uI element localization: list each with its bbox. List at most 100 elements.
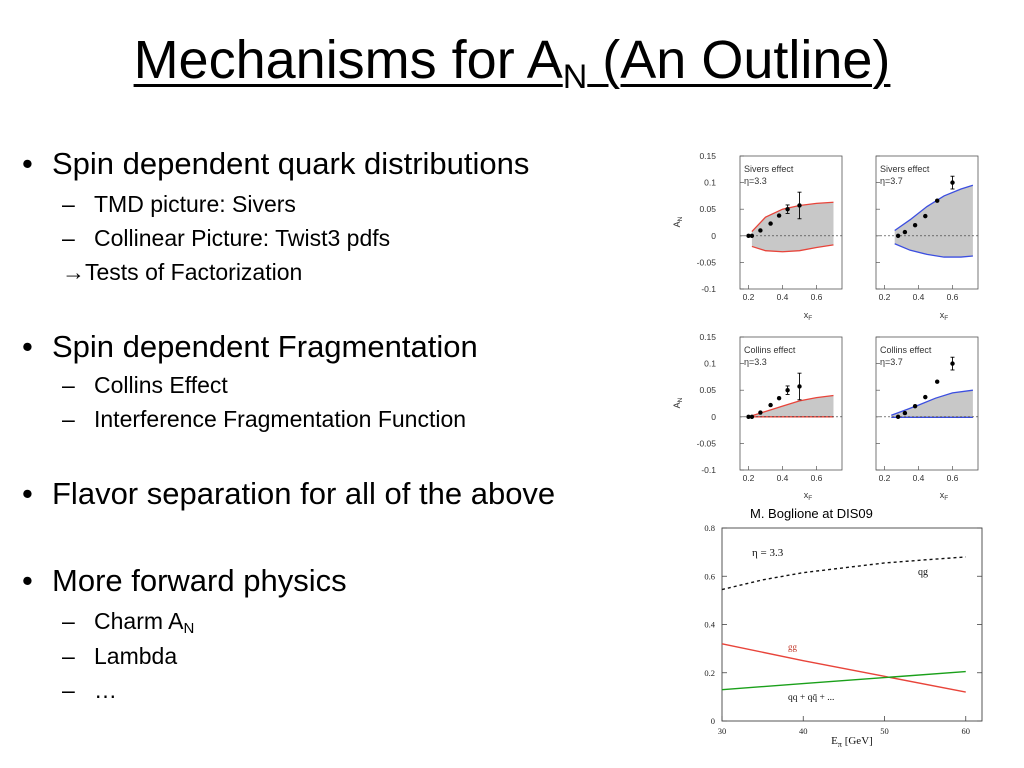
x-tick-label: 0.2 [879, 292, 891, 302]
y-tick-label: 0.8 [704, 523, 715, 533]
sub-bullet-item: – Collins Effect [62, 371, 228, 399]
series-label: gg [788, 642, 798, 652]
data-point [797, 384, 802, 389]
data-point [746, 414, 751, 419]
data-point [776, 395, 782, 401]
y-tick-label: 0.6 [704, 571, 715, 581]
series-label: qg [918, 567, 928, 578]
data-point [912, 222, 918, 228]
data-point [902, 410, 908, 416]
band-fill [894, 185, 973, 258]
x-axis-label-unit: [GeV] [842, 735, 873, 747]
dash-mark: – [62, 372, 75, 398]
dash-mark: – [62, 643, 75, 669]
bullet-dot: • [22, 563, 33, 598]
dash-mark: – [62, 677, 75, 703]
sub-bullet-item: – Interference Fragmentation Function [62, 405, 466, 433]
line-chart: 0 0.2 0.4 0.6 0.8 30 40 50 60 qg gg qq + qq̄ + ... η… [704, 523, 983, 749]
data-point [895, 233, 901, 238]
dash-mark: – [62, 406, 75, 432]
bullet-item: • Spin dependent Fragmentation [22, 329, 478, 365]
charm-subscript: N [183, 620, 195, 637]
arrow-text: Tests of Factorization [85, 259, 303, 285]
data-point [749, 233, 755, 238]
data-point [935, 198, 940, 203]
bullet-item: • More forward physics [22, 563, 347, 599]
panel-title: Sivers effect [880, 164, 930, 174]
y-tick-label: -0.05 [697, 438, 717, 448]
dash-mark: – [62, 608, 75, 634]
chart-annotation: η = 3.3 [752, 547, 784, 559]
arrow-icon: → [62, 259, 85, 285]
y-tick-label: 0.15 [699, 332, 716, 342]
x-tick-label: 30 [718, 726, 727, 736]
y-tick-label: 0.15 [699, 151, 716, 161]
dash-mark: – [62, 225, 75, 251]
data-point [923, 213, 928, 219]
data-point [935, 379, 940, 384]
sub-bullet-text: Collins Effect [94, 372, 228, 398]
data-point [758, 410, 763, 415]
y-tick-label: 0.2 [704, 668, 715, 678]
x-axis-label-sub: F [808, 315, 812, 322]
x-axis-label: xF [940, 490, 949, 502]
panel-title: Collins effect [880, 345, 932, 355]
data-point [768, 402, 773, 408]
x-tick-label: 0.2 [879, 473, 891, 483]
x-axis-label: xF [940, 310, 949, 322]
slide-title: Mechanisms for AN (An Outline) [0, 28, 1024, 94]
data-point [950, 180, 955, 185]
series-line [721, 670, 966, 691]
bullet-text: More forward physics [52, 563, 347, 598]
y-tick-label: 0 [711, 716, 715, 726]
data-point [785, 388, 790, 393]
y-tick-label: 0.4 [704, 620, 715, 630]
x-tick-label: 0.6 [947, 292, 959, 302]
bullet-dot: • [22, 146, 33, 181]
bullet-dot: • [22, 329, 33, 364]
dash-mark: – [62, 191, 75, 217]
panel-subtitle: η=3.3 [744, 176, 767, 186]
y-tick-label: 0.05 [699, 204, 716, 214]
x-tick-label: 0.4 [777, 292, 789, 302]
series-label: qq + qq̄ + ... [788, 693, 834, 703]
bullet-text: Spin dependent quark distributions [52, 146, 530, 181]
data-point [902, 229, 908, 235]
data-point [923, 394, 928, 400]
y-axis-label: AN [672, 397, 684, 408]
series-line [721, 556, 966, 591]
data-point [785, 207, 790, 212]
x-tick-label: 60 [962, 726, 971, 736]
band-lower-line [751, 244, 834, 253]
y-tick-label: 0.05 [699, 385, 716, 395]
x-tick-label: 0.6 [811, 292, 823, 302]
panel-title: Sivers effect [744, 164, 794, 174]
data-point [797, 203, 802, 208]
x-tick-label: 0.2 [743, 473, 755, 483]
x-tick-label: 0.6 [947, 473, 959, 483]
data-point [895, 414, 901, 419]
sub-bullet-text: Collinear Picture: Twist3 pdfs [94, 225, 391, 251]
x-tick-label: 50 [880, 726, 889, 736]
y-tick-label: 0.1 [704, 359, 716, 369]
band-upper-line [891, 389, 973, 416]
sub-bullet-item: – TMD picture: Sivers [62, 190, 296, 218]
title-main: Mechanisms for A [133, 30, 563, 90]
sub-bullet-item: – Lambda [62, 642, 177, 670]
bullet-item: • Flavor separation for all of the above [22, 476, 555, 512]
y-tick-label: -0.1 [701, 284, 716, 294]
chart-panel: 0.2 0.4 0.6 Sivers effect η=3.7 xF [875, 155, 979, 322]
figure-caption: M. Boglione at DIS09 [750, 506, 873, 521]
band-fill [751, 395, 834, 417]
chart-panel: 0.2 0.4 0.6 0.15 0.1 0.05 0 -0.05 -0.1 Collins ef… [672, 332, 843, 502]
x-axis-label: xF [804, 310, 813, 322]
data-point [912, 403, 918, 409]
band-upper-line [751, 394, 834, 417]
data-point [768, 221, 773, 226]
x-tick-label: 0.4 [777, 473, 789, 483]
data-point [776, 213, 782, 218]
slide-body: • Spin dependent quark distributions – TMD… [22, 146, 555, 703]
y-tick-label: -0.1 [701, 465, 716, 475]
band-fill [891, 390, 973, 418]
